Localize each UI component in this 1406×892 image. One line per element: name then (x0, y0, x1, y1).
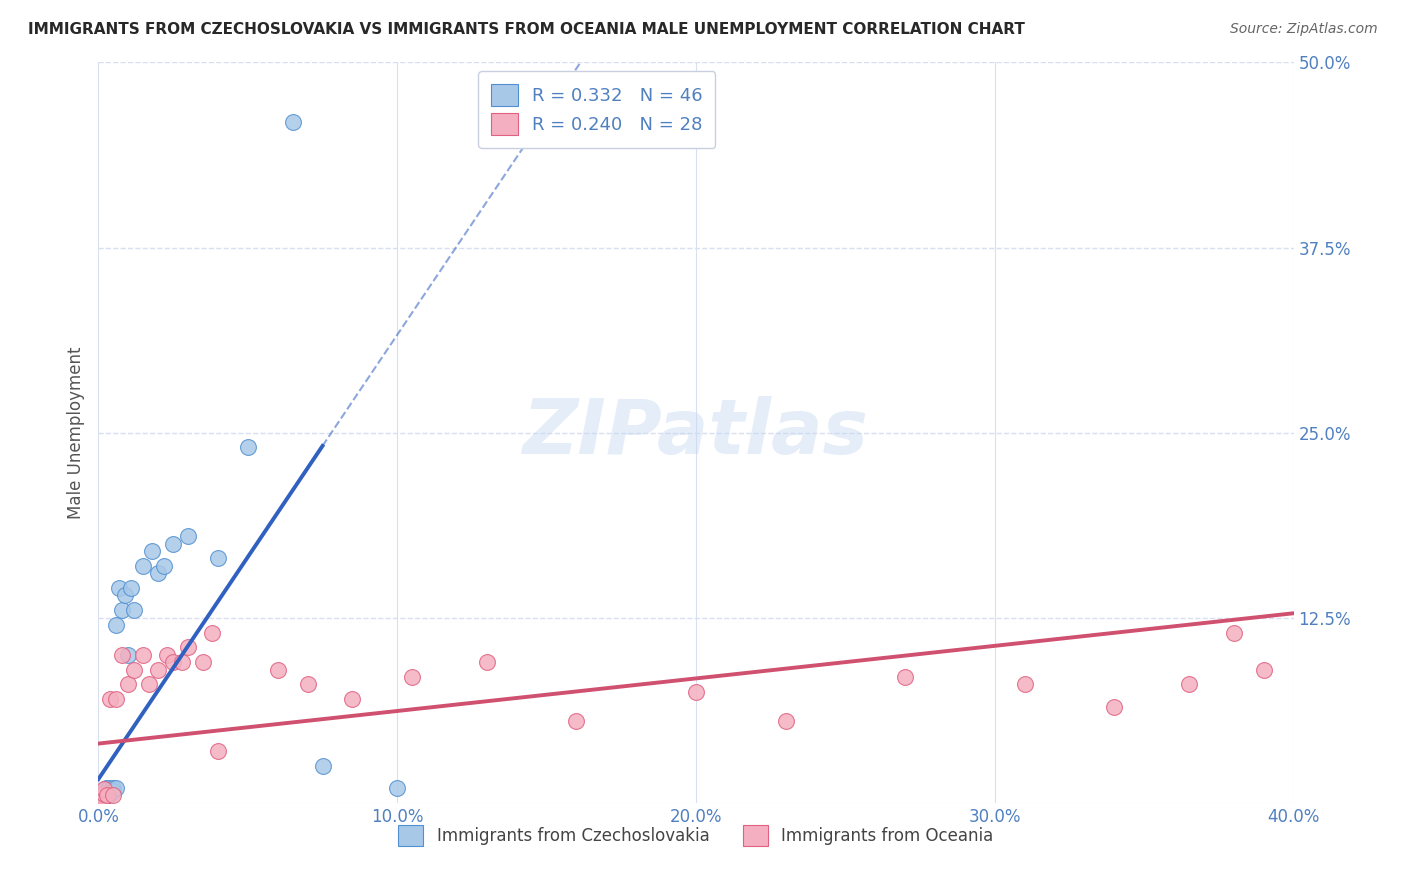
Point (96, 785, 118, 799)
Point (1223, 625, 1246, 640)
Point (124, 603, 146, 617)
Point (98, 787, 122, 801)
Text: IMMIGRANTS FROM CZECHOSLOVAKIA VS IMMIGRANTS FROM OCEANIA MALE UNEMPLOYMENT CORR: IMMIGRANTS FROM CZECHOSLOVAKIA VS IMMIGR… (28, 22, 1025, 37)
Point (162, 655, 184, 669)
Point (98, 784, 122, 798)
Point (114, 589, 136, 603)
Point (103, 780, 125, 795)
Point (236, 441, 259, 455)
Point (89, 796, 111, 810)
Point (91, 789, 114, 804)
Point (90, 791, 112, 805)
Point (93, 787, 115, 801)
Point (1104, 699, 1126, 714)
Point (117, 648, 139, 662)
Point (297, 677, 319, 691)
Point (90, 789, 112, 804)
Point (148, 566, 170, 581)
Point (103, 789, 125, 803)
Point (98, 692, 122, 706)
Point (1253, 663, 1275, 677)
Y-axis label: Male Unemployment: Male Unemployment (66, 346, 84, 519)
Point (91, 789, 114, 803)
Point (124, 663, 146, 677)
Point (90, 789, 112, 803)
Point (89, 791, 111, 805)
Text: Source: ZipAtlas.com: Source: ZipAtlas.com (1230, 22, 1378, 37)
Point (311, 758, 333, 772)
Point (90, 789, 112, 803)
Point (94, 787, 117, 801)
Point (105, 692, 128, 706)
Point (96, 789, 118, 803)
Point (105, 780, 128, 795)
Point (93, 789, 115, 803)
Point (138, 677, 160, 691)
Point (177, 640, 200, 655)
Point (94, 780, 117, 795)
Point (91, 789, 114, 804)
Point (132, 558, 155, 573)
Point (94, 784, 117, 798)
Point (207, 551, 229, 566)
Point (108, 581, 131, 595)
Text: ZIPatlas: ZIPatlas (523, 396, 869, 469)
Point (342, 692, 364, 706)
Point (177, 529, 200, 543)
Point (148, 663, 170, 677)
Point (281, 114, 304, 128)
Point (141, 544, 163, 558)
Point (153, 558, 176, 573)
Point (103, 784, 125, 798)
Point (94, 789, 117, 804)
Point (97, 782, 120, 797)
Legend: Immigrants from Czechoslovakia, Immigrants from Oceania: Immigrants from Czechoslovakia, Immigran… (387, 814, 1005, 857)
Point (267, 663, 290, 677)
Point (96, 789, 118, 803)
Point (894, 670, 917, 684)
Point (91, 796, 114, 810)
Point (93, 787, 115, 801)
Point (162, 536, 184, 550)
Point (97, 784, 120, 798)
Point (117, 677, 139, 691)
Point (90, 796, 112, 810)
Point (172, 655, 194, 669)
Point (385, 780, 409, 795)
Point (775, 714, 797, 729)
Point (97, 780, 120, 795)
Point (111, 603, 134, 617)
Point (1014, 677, 1036, 691)
Point (201, 625, 224, 640)
Point (105, 618, 128, 632)
Point (132, 648, 155, 662)
Point (1178, 677, 1201, 691)
Point (565, 714, 588, 729)
Point (91, 787, 114, 801)
Point (156, 648, 179, 662)
Point (111, 648, 134, 662)
Point (401, 670, 423, 684)
Point (475, 655, 498, 669)
Point (207, 744, 229, 758)
Point (93, 785, 115, 799)
Point (120, 581, 142, 595)
Point (89, 796, 111, 810)
Point (191, 655, 214, 669)
Point (91, 789, 114, 803)
Point (685, 685, 707, 699)
Point (93, 791, 115, 805)
Point (91, 791, 114, 805)
Point (93, 782, 115, 797)
